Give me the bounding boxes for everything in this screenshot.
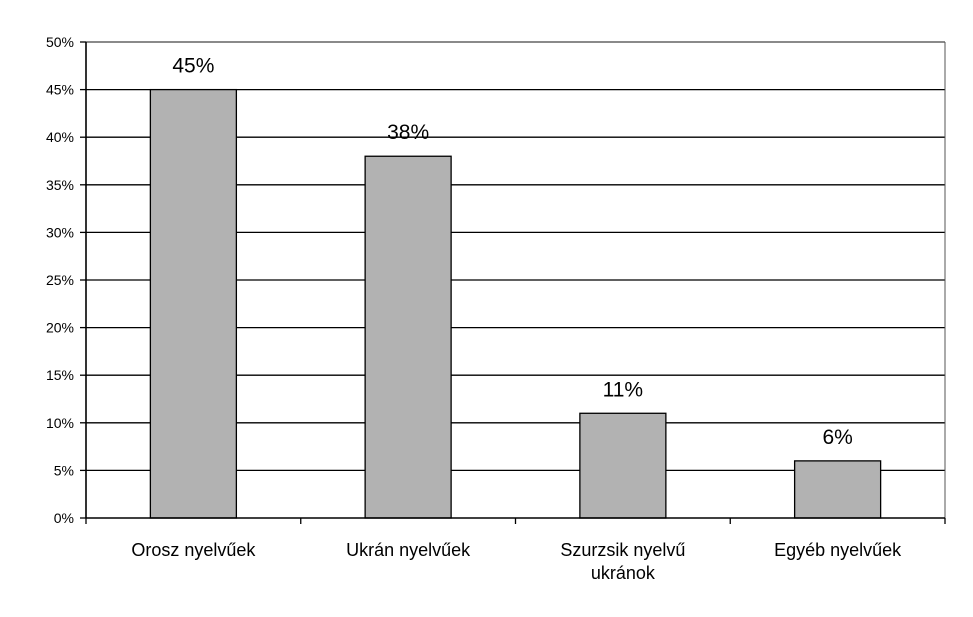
x-category-label: Szurzsik nyelvű xyxy=(560,540,685,560)
data-label: 38% xyxy=(387,121,429,144)
x-category-label: Ukrán nyelvűek xyxy=(346,540,471,560)
y-tick-label: 25% xyxy=(46,272,74,288)
y-tick-label: 35% xyxy=(46,177,74,193)
y-tick-label: 45% xyxy=(46,82,74,98)
y-tick-label: 40% xyxy=(46,129,74,145)
x-category-label: Egyéb nyelvűek xyxy=(774,540,902,560)
y-tick-label: 30% xyxy=(46,224,74,240)
bar xyxy=(793,460,882,519)
bar xyxy=(149,88,238,519)
data-label: 11% xyxy=(603,378,643,401)
y-tick-label: 10% xyxy=(46,415,74,431)
x-category-label: ukránok xyxy=(591,563,656,583)
x-category-label: Orosz nyelvűek xyxy=(131,540,256,560)
y-tick-label: 20% xyxy=(46,320,74,336)
y-tick-label: 5% xyxy=(54,462,74,478)
y-tick-label: 50% xyxy=(46,34,74,50)
y-tick-label: 15% xyxy=(46,367,74,383)
labels: 0% 5% 10% 15% 20% 25% 30% 35% 40% 45% 50% 45% 38% 11%… xyxy=(46,34,902,583)
bar xyxy=(364,155,452,519)
bars xyxy=(149,88,882,519)
data-label: 6% xyxy=(822,426,852,449)
axes xyxy=(80,41,946,524)
bar xyxy=(579,412,667,519)
y-tick-label: 0% xyxy=(54,510,74,526)
data-label: 45% xyxy=(172,55,214,78)
